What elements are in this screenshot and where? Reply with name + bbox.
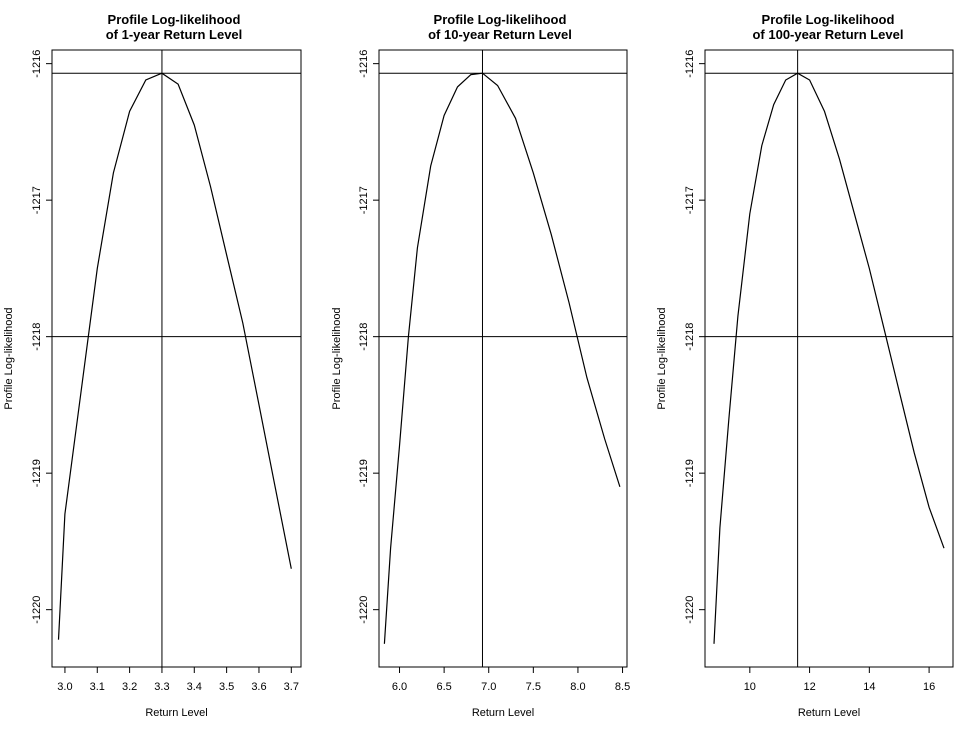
y-tick-label: -1216 [31, 50, 43, 78]
x-tick-label: 3.1 [90, 681, 105, 693]
x-tick-label: 12 [803, 681, 815, 693]
chart-title-line2: of 1-year Return Level [106, 27, 243, 42]
x-tick-label: 10 [744, 681, 756, 693]
x-tick-label: 6.5 [436, 681, 451, 693]
x-axis-label: Return Level [798, 707, 860, 719]
y-tick-label: -1216 [358, 50, 370, 78]
x-tick-label: 6.0 [392, 681, 407, 693]
y-tick-label: -1220 [31, 596, 43, 624]
x-axis-label: Return Level [145, 707, 207, 719]
x-tick-label: 3.4 [187, 681, 202, 693]
y-tick-label: -1219 [684, 459, 696, 487]
x-tick-label: 3.6 [251, 681, 266, 693]
y-tick-label: -1220 [358, 596, 370, 624]
y-tick-label: -1218 [358, 323, 370, 351]
x-tick-label: 7.0 [481, 681, 496, 693]
chart-title-line1: Profile Log-likelihood [108, 12, 241, 27]
y-axis-label: Profile Log-likelihood [3, 307, 15, 409]
y-tick-label: -1217 [684, 186, 696, 214]
x-tick-label: 7.5 [526, 681, 541, 693]
y-tick-label: -1219 [31, 459, 43, 487]
chart-title-line2: of 100-year Return Level [752, 27, 903, 42]
profile-likelihood-curve [383, 72, 621, 644]
x-tick-label: 3.0 [57, 681, 72, 693]
x-tick-label: 3.5 [219, 681, 234, 693]
profile-likelihood-curve [713, 72, 945, 644]
plot-frame [704, 49, 954, 668]
x-axis-label: Return Level [472, 707, 534, 719]
y-tick-label: -1218 [684, 323, 696, 351]
y-tick-label: -1216 [684, 50, 696, 78]
x-tick-label: 3.3 [154, 681, 169, 693]
y-tick-label: -1217 [31, 186, 43, 214]
y-axis-label: Profile Log-likelihood [331, 307, 343, 409]
plot-frame [51, 49, 302, 668]
x-tick-label: 3.2 [122, 681, 137, 693]
chart-title-line2: of 10-year Return Level [428, 27, 572, 42]
x-tick-label: 14 [863, 681, 875, 693]
chart-title-line1: Profile Log-likelihood [762, 12, 895, 27]
x-tick-label: 8.0 [570, 681, 585, 693]
y-tick-label: -1219 [358, 459, 370, 487]
x-tick-label: 8.5 [615, 681, 630, 693]
y-tick-label: -1217 [358, 186, 370, 214]
y-axis-label: Profile Log-likelihood [656, 307, 668, 409]
y-tick-label: -1220 [684, 596, 696, 624]
x-tick-label: 16 [923, 681, 935, 693]
profile-likelihood-curve [57, 72, 292, 640]
chart-title-line1: Profile Log-likelihood [434, 12, 567, 27]
x-tick-label: 3.7 [284, 681, 299, 693]
y-tick-label: -1218 [31, 323, 43, 351]
plot-frame [378, 49, 628, 668]
